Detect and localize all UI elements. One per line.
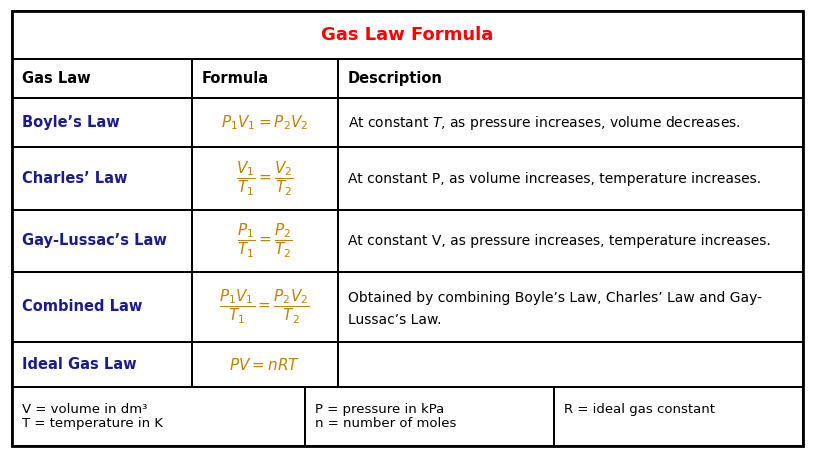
Text: Combined Law: Combined Law xyxy=(22,300,143,315)
Bar xyxy=(338,210,803,271)
Bar xyxy=(338,342,803,387)
Bar xyxy=(338,98,803,148)
Text: Obtained by combining Boyle’s Law, Charles’ Law and Gay-: Obtained by combining Boyle’s Law, Charl… xyxy=(348,291,762,305)
Bar xyxy=(338,148,803,210)
Text: Gas Law: Gas Law xyxy=(22,71,90,86)
Bar xyxy=(12,148,192,210)
Text: Ideal Gas Law: Ideal Gas Law xyxy=(22,357,137,372)
Text: Description: Description xyxy=(348,71,443,86)
Bar xyxy=(192,210,338,271)
Bar xyxy=(192,59,338,98)
Text: At constant P, as volume increases, temperature increases.: At constant P, as volume increases, temp… xyxy=(348,172,761,186)
Text: Formula: Formula xyxy=(201,71,268,86)
Bar xyxy=(12,98,192,148)
Bar xyxy=(12,271,192,342)
Bar xyxy=(192,148,338,210)
Text: $PV = nRT$: $PV = nRT$ xyxy=(229,357,301,373)
Bar xyxy=(12,11,803,59)
Bar xyxy=(12,387,305,446)
Text: V = volume in dm³: V = volume in dm³ xyxy=(22,403,148,416)
Text: $\dfrac{V_1}{T_1} = \dfrac{V_2}{T_2}$: $\dfrac{V_1}{T_1} = \dfrac{V_2}{T_2}$ xyxy=(236,159,294,197)
Bar xyxy=(192,342,338,387)
Bar xyxy=(192,98,338,148)
Bar xyxy=(12,59,192,98)
Bar xyxy=(12,210,192,271)
Text: $\dfrac{P_1}{T_1} = \dfrac{P_2}{T_2}$: $\dfrac{P_1}{T_1} = \dfrac{P_2}{T_2}$ xyxy=(237,222,293,260)
Text: Lussac’s Law.: Lussac’s Law. xyxy=(348,313,442,327)
Bar xyxy=(338,271,803,342)
Text: $\dfrac{P_1V_1}{T_1} = \dfrac{P_2V_2}{T_2}$: $\dfrac{P_1V_1}{T_1} = \dfrac{P_2V_2}{T_… xyxy=(219,288,311,326)
Text: At constant V, as pressure increases, temperature increases.: At constant V, as pressure increases, te… xyxy=(348,233,771,247)
Text: At constant $T$, as pressure increases, volume decreases.: At constant $T$, as pressure increases, … xyxy=(348,114,741,132)
Text: T = temperature in K: T = temperature in K xyxy=(22,417,163,430)
Text: $P_1V_1 = P_2V_2$: $P_1V_1 = P_2V_2$ xyxy=(221,114,309,132)
Bar xyxy=(305,387,553,446)
Bar xyxy=(192,271,338,342)
Text: Gay-Lussac’s Law: Gay-Lussac’s Law xyxy=(22,233,167,248)
Text: R = ideal gas constant: R = ideal gas constant xyxy=(563,403,715,416)
Bar xyxy=(553,387,803,446)
Text: n = number of moles: n = number of moles xyxy=(315,417,456,430)
Text: Gas Law Formula: Gas Law Formula xyxy=(321,26,494,44)
Text: Charles’ Law: Charles’ Law xyxy=(22,171,127,186)
Text: Boyle’s Law: Boyle’s Law xyxy=(22,115,120,130)
Bar xyxy=(338,59,803,98)
Bar xyxy=(12,342,192,387)
Text: P = pressure in kPa: P = pressure in kPa xyxy=(315,403,443,416)
Bar xyxy=(12,387,803,446)
